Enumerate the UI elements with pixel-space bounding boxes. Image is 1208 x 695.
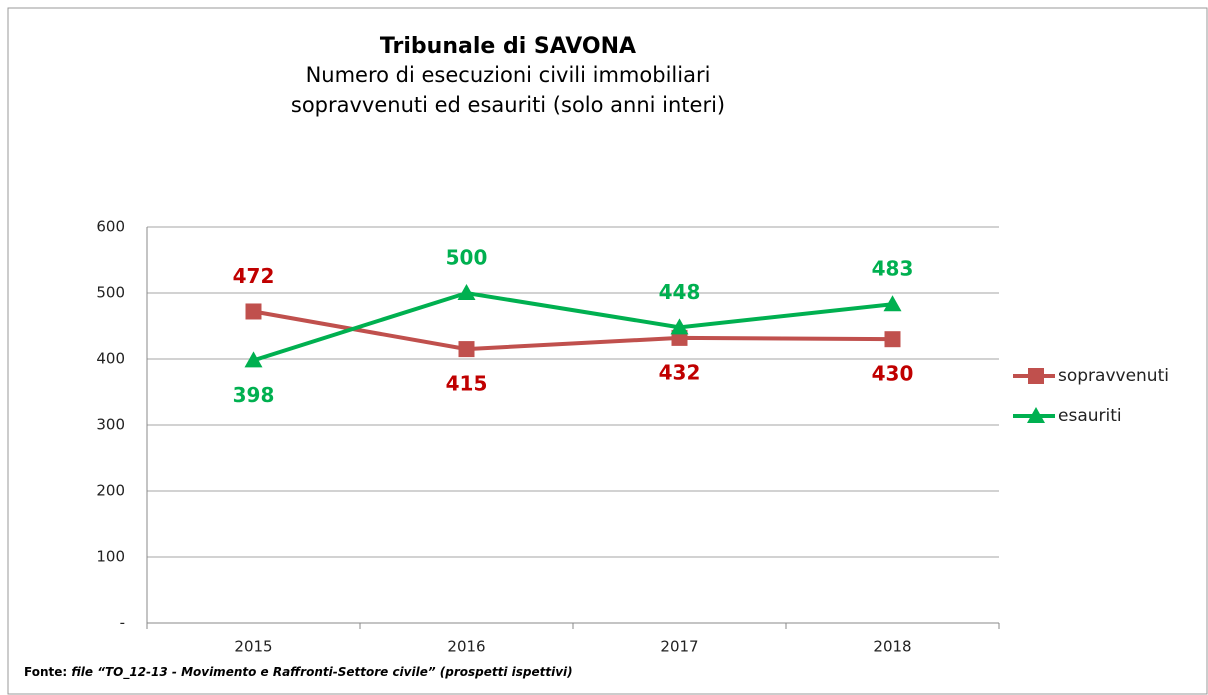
data-label: 430 [872, 362, 914, 386]
data-label: 398 [233, 383, 275, 407]
marker [884, 331, 901, 348]
data-label: 415 [446, 372, 488, 396]
y-tick-label: 500 [96, 284, 125, 302]
chart-subtitle: Numero di esecuzioni civili immobiliari [306, 63, 711, 87]
legend-label: sopravvenuti [1058, 366, 1169, 386]
legend-marker [1027, 407, 1045, 423]
y-tick-label: 100 [96, 548, 125, 566]
marker [883, 295, 902, 312]
y-tick-label: 400 [96, 350, 125, 368]
legend-label: esauriti [1058, 406, 1122, 426]
x-tick-label: 2016 [447, 638, 485, 656]
y-tick-label: 600 [96, 218, 125, 236]
x-tick-label: 2018 [873, 638, 911, 656]
series-line [252, 290, 893, 363]
marker [457, 284, 476, 300]
y-tick-label: 300 [96, 416, 125, 434]
chart-subtitle: sopravvenuti ed esauriti (solo anni inte… [291, 93, 725, 117]
y-tick-label: 200 [96, 482, 125, 500]
legend-marker [1028, 368, 1044, 384]
data-label: 483 [872, 257, 914, 281]
data-label: 432 [659, 360, 701, 384]
series-line [253, 309, 893, 352]
source: Fonte: file “TO_12-13 - Movimento e Raff… [24, 665, 573, 680]
x-tick-label: 2015 [234, 638, 272, 656]
marker [244, 351, 263, 368]
y-tick-label: - [120, 614, 125, 632]
x-tick-label: 2017 [660, 638, 698, 656]
data-label: 472 [233, 264, 275, 288]
data-label: 500 [446, 246, 488, 270]
source-label: Fonte: [24, 665, 67, 679]
marker [458, 341, 475, 358]
data-label: 448 [659, 280, 701, 304]
marker [670, 318, 689, 335]
source-text: file “TO_12-13 - Movimento e Raffronti-S… [71, 665, 572, 680]
chart-frame [7, 7, 1208, 695]
marker [245, 303, 262, 320]
chart-title: Tribunale di SAVONA [380, 34, 636, 59]
